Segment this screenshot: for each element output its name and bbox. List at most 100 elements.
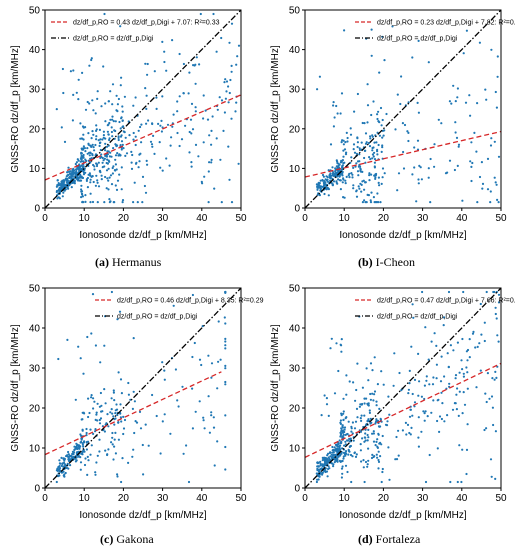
data-point bbox=[194, 110, 197, 113]
data-point bbox=[417, 394, 420, 397]
data-point bbox=[77, 98, 80, 101]
data-point bbox=[340, 427, 343, 430]
data-point bbox=[373, 356, 376, 359]
data-point bbox=[356, 160, 360, 163]
data-point bbox=[115, 94, 118, 97]
data-point bbox=[412, 316, 415, 319]
data-point bbox=[75, 459, 78, 462]
data-point bbox=[229, 78, 232, 82]
data-point bbox=[116, 473, 119, 476]
data-point bbox=[104, 449, 107, 452]
data-point bbox=[378, 407, 381, 410]
data-point bbox=[112, 389, 115, 392]
data-point bbox=[88, 411, 91, 415]
data-point bbox=[90, 332, 93, 335]
data-point bbox=[357, 174, 360, 177]
data-point bbox=[119, 25, 122, 28]
data-point bbox=[379, 441, 382, 444]
data-point bbox=[90, 58, 93, 62]
data-point bbox=[339, 444, 342, 447]
data-point bbox=[495, 376, 498, 379]
data-point bbox=[376, 117, 379, 121]
data-point bbox=[358, 187, 361, 190]
data-point bbox=[425, 375, 428, 378]
data-point bbox=[124, 154, 127, 157]
data-point bbox=[441, 402, 444, 405]
data-point bbox=[113, 399, 116, 402]
data-point bbox=[440, 355, 443, 358]
data-point bbox=[409, 433, 412, 436]
data-point bbox=[381, 129, 384, 132]
data-point bbox=[85, 431, 88, 435]
data-point bbox=[481, 182, 485, 185]
data-point bbox=[373, 165, 376, 168]
data-point bbox=[66, 179, 69, 182]
data-point bbox=[111, 443, 114, 446]
data-point bbox=[446, 414, 449, 417]
data-point bbox=[236, 55, 239, 58]
data-point bbox=[356, 92, 359, 96]
data-point bbox=[66, 338, 69, 341]
data-point bbox=[398, 371, 401, 375]
data-point bbox=[210, 411, 213, 414]
data-point bbox=[92, 133, 95, 136]
data-point bbox=[116, 475, 119, 478]
data-point bbox=[432, 376, 435, 379]
data-point bbox=[68, 176, 71, 179]
data-point bbox=[142, 473, 145, 476]
data-point bbox=[68, 455, 71, 458]
data-point bbox=[220, 201, 223, 204]
data-point bbox=[133, 431, 136, 435]
data-point bbox=[218, 96, 221, 99]
data-point bbox=[366, 193, 369, 196]
data-point bbox=[117, 371, 120, 374]
data-point bbox=[451, 408, 455, 411]
data-point bbox=[341, 472, 344, 475]
data-point bbox=[172, 304, 175, 307]
data-point bbox=[369, 158, 372, 161]
data-point bbox=[496, 55, 499, 58]
data-point bbox=[130, 167, 134, 170]
data-point bbox=[80, 184, 83, 187]
data-point bbox=[55, 185, 59, 188]
legend-entry-identity: dz/df_p,RO = dz/df_p,Digi bbox=[377, 36, 458, 43]
data-point bbox=[344, 454, 347, 457]
data-point bbox=[456, 87, 459, 90]
data-point bbox=[141, 201, 144, 204]
data-point bbox=[465, 29, 468, 32]
data-point bbox=[90, 394, 93, 397]
data-point bbox=[161, 361, 164, 364]
data-point bbox=[92, 397, 95, 400]
data-point bbox=[174, 368, 177, 371]
data-point bbox=[132, 390, 135, 393]
data-point bbox=[61, 67, 64, 71]
data-point bbox=[191, 427, 194, 430]
x-axis-label: Ionosonde dz/df_p [km/MHz] bbox=[79, 510, 207, 521]
data-point bbox=[207, 354, 210, 357]
data-point bbox=[95, 413, 98, 416]
data-point bbox=[66, 171, 69, 174]
data-point bbox=[483, 428, 486, 432]
data-point bbox=[112, 458, 115, 461]
data-point bbox=[117, 154, 120, 157]
data-point bbox=[377, 181, 380, 184]
data-point bbox=[99, 156, 102, 159]
data-point bbox=[220, 99, 224, 102]
data-point bbox=[89, 428, 92, 431]
data-point bbox=[82, 171, 85, 174]
x-tick-label: 50 bbox=[235, 493, 247, 504]
data-point bbox=[400, 75, 403, 78]
identity-line bbox=[44, 287, 242, 489]
data-point bbox=[401, 122, 404, 125]
data-point bbox=[224, 364, 227, 367]
data-point bbox=[452, 349, 455, 352]
data-point bbox=[335, 104, 338, 108]
data-point bbox=[381, 434, 384, 438]
data-point bbox=[366, 402, 369, 405]
data-point bbox=[122, 432, 125, 436]
data-point bbox=[454, 131, 457, 134]
data-point bbox=[462, 290, 465, 294]
data-point bbox=[343, 426, 347, 429]
data-point bbox=[360, 190, 363, 193]
data-point bbox=[475, 386, 478, 389]
